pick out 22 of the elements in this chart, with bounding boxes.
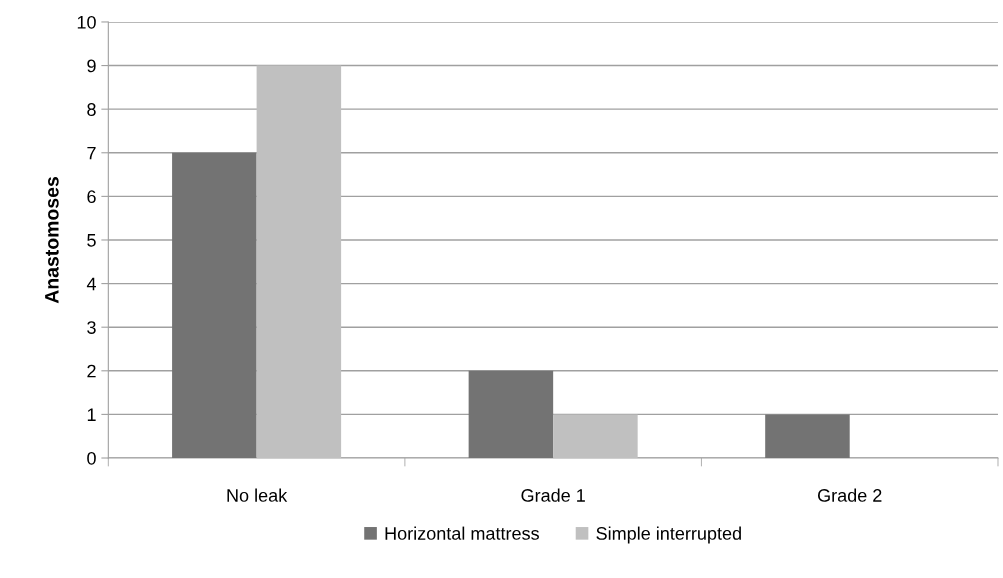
bar [553, 414, 638, 459]
y-axis-title: Anastomoses [45, 177, 59, 304]
y-tick-label: 7 [87, 146, 96, 160]
y-tick-label: 8 [87, 103, 96, 116]
y-tick-label: 0 [87, 451, 96, 465]
bar [765, 414, 850, 459]
bar [256, 65, 342, 459]
y-tick-label: 10 [77, 15, 96, 29]
x-tick-label: Grade 2 [818, 488, 882, 502]
x-tick-label: Grade 1 [521, 488, 585, 502]
y-tick-label: 1 [87, 408, 96, 421]
y-tick-label: 9 [87, 59, 96, 73]
legend-label: Horizontal mattress [385, 526, 539, 540]
legend-label: Simple interrupted [596, 526, 741, 544]
bar [468, 370, 554, 459]
y-tick-label: 2 [87, 364, 96, 378]
bar [172, 152, 257, 459]
y-tick-label: 3 [87, 321, 96, 334]
y-tick-label: 4 [86, 277, 96, 291]
y-tick-label: 6 [87, 190, 96, 204]
x-tick-label: No leak [227, 488, 288, 502]
y-tick-label: 5 [87, 234, 96, 247]
